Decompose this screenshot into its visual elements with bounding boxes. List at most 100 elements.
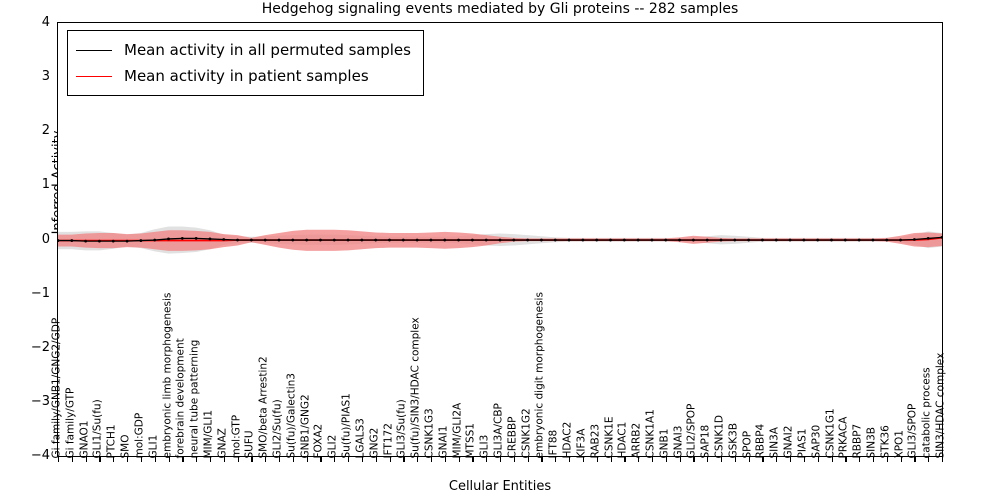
legend-item-label: Mean activity in all permuted samples (124, 41, 411, 59)
x-axis-tick-mark (140, 457, 143, 462)
permuted-data-point (180, 237, 184, 240)
x-axis-tick-mark (430, 457, 433, 462)
permuted-data-point (788, 238, 792, 242)
permuted-data-point (622, 238, 626, 242)
permuted-data-point (167, 237, 170, 241)
x-axis-tick-mark (500, 457, 502, 462)
permuted-data-point (761, 238, 764, 242)
x-axis-tick-mark (555, 457, 557, 462)
x-axis-tick-mark (693, 457, 695, 462)
legend-item: Mean activity in all permuted samples (76, 37, 411, 63)
permuted-data-point (498, 238, 502, 242)
permuted-data-point (484, 238, 488, 242)
permuted-data-point (691, 238, 695, 242)
permuted-data-point (553, 238, 557, 242)
x-axis-tick-mark (624, 457, 626, 462)
legend-line-swatch (76, 49, 112, 51)
x-axis-tick-mark (872, 457, 875, 462)
x-axis-tick-mark (900, 457, 902, 462)
permuted-data-point (719, 238, 723, 242)
x-axis-tick-mark (168, 457, 170, 462)
permuted-data-point (194, 237, 198, 240)
x-axis-tick-mark (748, 457, 750, 462)
permuted-data-point (857, 238, 861, 242)
permuted-data-point (457, 238, 460, 242)
series-canvas (58, 226, 942, 254)
x-axis-tick-mark (707, 457, 709, 462)
permuted-data-point (388, 238, 391, 242)
y-axis-tick-label: −4 (30, 448, 50, 463)
x-axis-tick-mark (237, 457, 239, 462)
permuted-data-point (139, 239, 143, 242)
permuted-data-point (885, 238, 889, 242)
x-axis-tick-mark (762, 457, 764, 462)
x-axis-tick-mark (292, 457, 294, 462)
permuted-data-point (912, 238, 916, 241)
x-axis-tick-mark (71, 457, 73, 462)
x-axis-tick-mark (914, 457, 916, 462)
x-axis-tick-mark (196, 457, 198, 462)
permuted-data-point (429, 238, 433, 242)
permuted-data-point (249, 238, 253, 242)
permuted-data-point (470, 238, 474, 242)
x-axis-tick-mark (113, 457, 115, 462)
permuted-data-point (636, 238, 640, 242)
x-axis-tick-mark (472, 457, 474, 462)
permuted-data-point (774, 238, 778, 242)
permuted-data-point (236, 238, 239, 242)
x-axis-tick-mark (721, 457, 723, 462)
permuted-data-point (111, 239, 115, 243)
y-axis-tick-label: −3 (30, 393, 50, 409)
permuted-data-point (926, 237, 930, 240)
permuted-data-point (58, 239, 60, 242)
x-axis-tick-mark (803, 457, 806, 462)
x-axis-tick-mark (665, 457, 667, 462)
x-axis-tick-mark (223, 457, 225, 462)
permuted-data-point (70, 239, 74, 242)
x-axis-tick-mark (541, 457, 543, 462)
x-axis-tick-mark (527, 457, 529, 462)
permuted-data-point (747, 238, 751, 242)
x-axis-tick-mark (320, 457, 322, 462)
x-axis-tick-mark (845, 457, 847, 462)
x-axis-tick-mark (776, 457, 778, 462)
x-axis-tick-mark (582, 457, 585, 462)
x-axis-tick-mark (417, 457, 419, 462)
y-axis-tick-label: −2 (30, 339, 50, 355)
x-axis-tick-mark (928, 457, 930, 462)
x-axis-tick-mark (859, 457, 861, 462)
permuted-data-point (125, 239, 129, 243)
permuted-data-point (526, 238, 530, 242)
chart-title: Hedgehog signaling events mediated by Gl… (261, 1, 739, 17)
permuted-data-point (899, 238, 902, 242)
y-axis-tick-label: 0 (41, 231, 50, 247)
x-axis-tick-mark (85, 457, 87, 462)
x-axis-tick-mark (306, 457, 308, 462)
x-axis-tick-mark (154, 457, 156, 462)
permuted-data-point (664, 238, 668, 242)
permuted-data-point (940, 235, 942, 239)
permuted-data-point (595, 238, 599, 242)
x-axis-tick-mark (127, 457, 129, 462)
x-axis-tick-mark (444, 457, 446, 462)
x-axis-tick-mark (182, 457, 184, 462)
x-axis-tick-mark (265, 457, 267, 462)
permuted-data-point (263, 238, 267, 242)
x-axis-tick-mark (486, 457, 488, 462)
permuted-data-point (360, 238, 364, 242)
y-axis-tick-label: 1 (41, 177, 50, 193)
permuted-data-point (733, 238, 737, 242)
x-axis-tick-mark (458, 457, 460, 462)
x-axis-tick-mark (942, 457, 944, 462)
permuted-data-point (84, 239, 88, 243)
permuted-data-point (208, 237, 212, 241)
permuted-data-point (305, 238, 309, 242)
permuted-data-point (374, 238, 378, 242)
permuted-data-point (816, 238, 820, 242)
permuted-data-point (98, 239, 101, 243)
x-axis-tick-mark (389, 457, 391, 462)
legend-item-label: Mean activity in patient samples (124, 67, 369, 85)
x-axis-tick-mark (513, 457, 515, 462)
x-axis-tick-mark (361, 457, 364, 462)
